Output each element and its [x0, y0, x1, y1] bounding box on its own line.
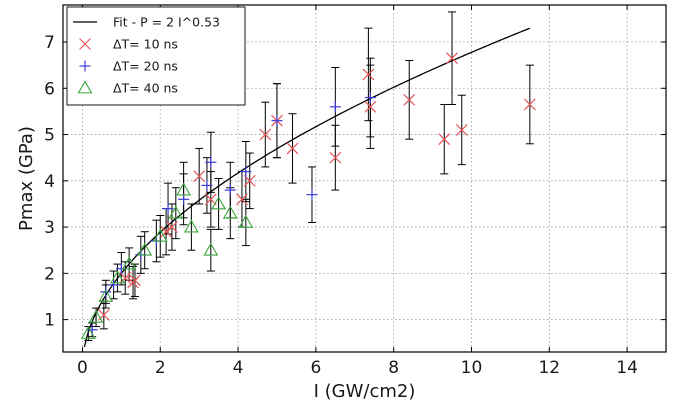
data-point: [178, 193, 190, 205]
y-tick-label: 7: [44, 33, 55, 53]
marker-stroke: [523, 98, 536, 111]
marker-stroke: [160, 225, 173, 238]
legend-entry-label: ΔT= 40 ns: [113, 81, 178, 96]
error-bar: [187, 203, 196, 251]
data-point: [211, 196, 227, 210]
data-point: [80, 325, 96, 339]
legend-entry-label: ΔT= 10 ns: [113, 37, 178, 52]
error-bar: [140, 231, 149, 270]
error-bar: [206, 228, 215, 272]
data-point: [152, 228, 168, 242]
data-points: [80, 52, 536, 339]
y-tick-label: 4: [44, 172, 55, 192]
legend-entry-label: ΔT= 20 ns: [113, 59, 178, 74]
data-point: [204, 193, 217, 206]
x-tick-label: 2: [155, 358, 166, 378]
data-point: [306, 189, 318, 201]
data-point: [224, 184, 236, 196]
data-point: [240, 166, 252, 178]
marker-stroke: [362, 68, 375, 81]
legend-entry-label: Fit - P = 2 I^0.53: [113, 15, 220, 30]
marker-stroke: [236, 193, 248, 206]
y-tick-label: 6: [44, 79, 55, 99]
data-point: [403, 93, 416, 106]
data-point: [201, 179, 213, 191]
marker-stroke: [119, 272, 132, 284]
x-tick-label: 12: [538, 358, 560, 378]
marker-stroke: [259, 128, 272, 141]
marker-stroke: [438, 133, 451, 146]
data-point: [364, 92, 376, 104]
marker-stroke: [193, 170, 206, 183]
x-tick-label: 10: [461, 358, 483, 378]
data-point: [168, 205, 184, 219]
y-tick-label: 1: [44, 311, 55, 331]
data-point: [438, 133, 451, 146]
data-point: [259, 128, 272, 141]
data-point: [119, 272, 132, 284]
data-point: [137, 242, 153, 256]
data-point: [183, 219, 199, 233]
data-point: [110, 270, 125, 284]
marker-stroke: [129, 274, 141, 287]
marker-stroke: [286, 142, 299, 155]
data-point: [271, 115, 283, 127]
marker-stroke: [446, 52, 458, 65]
x-tick-label: 4: [233, 358, 244, 378]
data-point: [160, 225, 173, 238]
data-point: [176, 182, 192, 196]
legend-swatch: [77, 80, 93, 94]
marker-stroke: [403, 93, 416, 106]
data-point: [364, 100, 377, 113]
data-point: [166, 221, 178, 234]
x-tick-label: 14: [616, 358, 638, 378]
data-point: [523, 98, 536, 111]
error-bar: [241, 198, 250, 247]
x-tick-label: 8: [388, 358, 399, 378]
data-point: [98, 288, 114, 302]
plot-area-frame: [62, 4, 667, 353]
marker-stroke: [455, 123, 468, 136]
data-point: [236, 193, 248, 206]
x-tick-label: 6: [310, 358, 321, 378]
data-point: [88, 309, 104, 323]
error-bar: [214, 178, 223, 230]
data-point: [162, 203, 174, 215]
y-axis-label: Pmax (GPa): [16, 126, 37, 231]
legend-swatch: [79, 60, 91, 72]
y-tick-label: 5: [44, 126, 55, 146]
y-tick-label: 3: [44, 218, 55, 238]
data-point: [108, 279, 120, 291]
data-point: [446, 52, 458, 65]
data-point: [455, 123, 468, 136]
data-point: [329, 151, 342, 164]
data-point: [100, 286, 112, 298]
data-point: [222, 205, 238, 219]
data-point: [362, 68, 375, 81]
data-point: [205, 156, 217, 168]
data-point: [286, 142, 299, 155]
marker-stroke: [364, 100, 377, 113]
marker-stroke: [329, 151, 342, 164]
data-point: [129, 274, 141, 287]
y-tick-label: 2: [44, 264, 55, 284]
data-point: [203, 242, 219, 256]
marker-stroke: [166, 221, 178, 234]
legend-box: [66, 6, 246, 106]
x-tick-label: 0: [77, 358, 88, 378]
marker-stroke: [243, 174, 256, 187]
data-point: [243, 174, 256, 187]
data-point: [193, 170, 206, 183]
data-point: [121, 256, 137, 270]
data-point: [329, 101, 341, 113]
marker-stroke: [204, 193, 217, 206]
x-axis-label: I (GW/cm2): [314, 381, 416, 402]
legend: Fit - P = 2 I^0.53 ΔT= 10 ns ΔT= 20 ns ΔT= …: [66, 6, 246, 106]
data-point: [238, 214, 254, 228]
error-bar: [156, 215, 165, 258]
marker-stroke: [79, 38, 91, 50]
legend-swatch: [79, 38, 91, 50]
